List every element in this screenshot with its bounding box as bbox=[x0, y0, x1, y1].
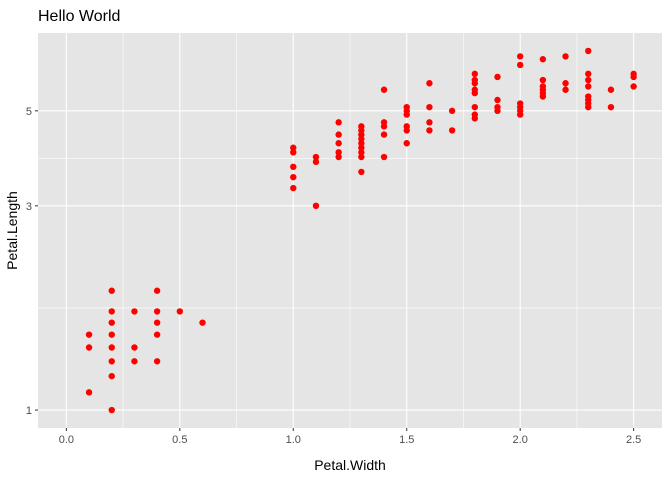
data-point bbox=[562, 53, 569, 60]
data-point bbox=[108, 372, 115, 380]
data-point bbox=[312, 158, 320, 166]
x-axis-title: Petal.Width bbox=[314, 457, 386, 473]
y-axis-title: Petal.Length bbox=[4, 191, 20, 270]
data-point bbox=[494, 103, 501, 111]
data-point bbox=[335, 140, 342, 147]
y-tick-label: 3 bbox=[26, 201, 32, 213]
x-tick-label: 0.0 bbox=[59, 434, 74, 446]
data-point bbox=[358, 168, 365, 176]
data-point bbox=[131, 358, 138, 365]
data-point bbox=[471, 70, 478, 78]
data-point bbox=[516, 61, 524, 69]
data-point bbox=[585, 70, 592, 78]
data-point bbox=[335, 153, 342, 161]
data-point bbox=[585, 47, 592, 55]
data-point bbox=[176, 308, 184, 315]
data-point bbox=[108, 287, 115, 294]
data-point bbox=[585, 76, 592, 84]
data-point bbox=[426, 80, 433, 87]
data-point bbox=[403, 140, 410, 147]
data-point bbox=[335, 131, 342, 138]
data-point bbox=[290, 163, 297, 171]
data-point bbox=[312, 202, 320, 209]
data-point bbox=[85, 344, 93, 351]
data-point bbox=[448, 127, 456, 134]
data-point bbox=[403, 123, 410, 130]
data-point bbox=[290, 184, 297, 192]
data-point bbox=[448, 107, 456, 115]
y-tick-label: 1 bbox=[26, 405, 32, 417]
data-point bbox=[630, 83, 637, 90]
data-point bbox=[471, 86, 478, 93]
data-point bbox=[516, 53, 524, 60]
data-point bbox=[358, 140, 365, 147]
data-point bbox=[358, 123, 365, 130]
data-point bbox=[494, 73, 501, 81]
data-point bbox=[153, 358, 161, 365]
data-point bbox=[630, 70, 637, 78]
data-point bbox=[290, 149, 297, 156]
data-point bbox=[153, 308, 161, 315]
data-point bbox=[358, 144, 365, 151]
data-point bbox=[403, 103, 410, 111]
x-tick-label: 0.5 bbox=[172, 434, 187, 446]
x-tick-label: 2.0 bbox=[513, 434, 528, 446]
data-point bbox=[380, 86, 388, 93]
data-point bbox=[607, 103, 615, 111]
data-point bbox=[131, 308, 138, 315]
axes: 0.0 0.5 1.0 1.5 2.0 2.5 1 3 5 bbox=[26, 106, 641, 446]
data-point bbox=[312, 153, 320, 161]
data-point bbox=[199, 319, 206, 326]
data-point bbox=[85, 331, 93, 338]
data-point bbox=[494, 96, 501, 104]
chart-title: Hello World bbox=[38, 8, 120, 25]
data-point bbox=[153, 319, 161, 326]
grid-lines bbox=[38, 33, 662, 428]
data-point bbox=[290, 144, 297, 151]
data-point bbox=[607, 86, 615, 93]
y-tick-label: 5 bbox=[26, 106, 32, 118]
data-point bbox=[471, 111, 478, 118]
data-point bbox=[108, 358, 115, 365]
data-point bbox=[380, 153, 388, 161]
data-point bbox=[539, 76, 547, 84]
data-point bbox=[539, 83, 547, 90]
x-tick-label: 2.5 bbox=[626, 434, 641, 446]
data-point bbox=[85, 389, 93, 396]
data-point bbox=[108, 319, 115, 326]
data-point bbox=[516, 100, 524, 107]
data-point bbox=[108, 308, 115, 315]
data-point bbox=[539, 56, 547, 63]
data-point bbox=[471, 103, 478, 111]
data-point bbox=[426, 103, 433, 111]
data-point bbox=[562, 80, 569, 87]
x-tick-label: 1.0 bbox=[286, 434, 301, 446]
data-point bbox=[153, 331, 161, 338]
data-point bbox=[108, 406, 115, 414]
data-point bbox=[335, 149, 342, 156]
data-point bbox=[585, 93, 592, 100]
data-point bbox=[562, 86, 569, 93]
data-point bbox=[358, 149, 365, 156]
data-point bbox=[585, 83, 592, 90]
data-point bbox=[131, 344, 138, 351]
data-point bbox=[426, 119, 433, 126]
data-point bbox=[358, 153, 365, 161]
data-point bbox=[290, 173, 297, 181]
data-point bbox=[108, 331, 115, 338]
x-tick-label: 1.5 bbox=[399, 434, 414, 446]
data-point bbox=[335, 119, 342, 126]
data-point bbox=[108, 344, 115, 351]
data-point bbox=[471, 76, 478, 84]
data-point bbox=[380, 131, 388, 138]
data-point bbox=[380, 119, 388, 126]
data-point bbox=[426, 127, 433, 134]
data-points bbox=[85, 47, 637, 414]
data-point bbox=[153, 287, 161, 294]
